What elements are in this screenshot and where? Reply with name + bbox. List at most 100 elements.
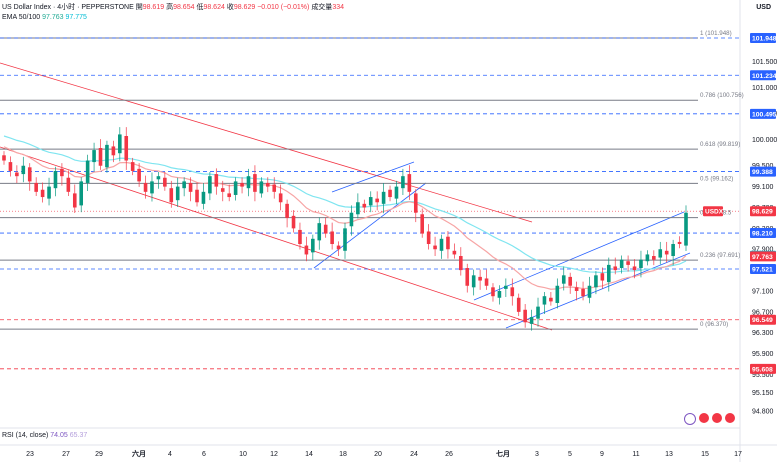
time-tick-label: 11 [632,451,639,458]
ema100-value: 97.775 [65,14,87,21]
ema-label: EMA 50/100 [2,14,41,21]
price-tick-label: 95.150 [752,390,774,397]
volume-value: 334 [332,4,344,11]
candle-body [581,288,585,297]
candle-body [465,268,470,286]
flag-us-icon[interactable] [699,413,709,423]
trend-line-lower[interactable] [0,146,553,331]
time-tick-label: 5 [568,451,572,458]
currency-label[interactable]: USD [756,4,771,11]
candle-body [549,297,553,302]
time-tick-label: 27 [62,451,70,458]
ema-legend[interactable]: EMA 50/100 97.763 97.775 [2,13,87,23]
candle-body [394,186,399,199]
candle-body [606,264,611,283]
time-tick-label: 18 [339,451,347,458]
time-tick-label: 10 [239,451,247,458]
candle-body [484,278,489,286]
fib-labels: 1 (101.948) 0.786 (100.756) 0.618 (99.819)… [700,30,744,328]
candle-body [413,193,418,213]
candle-body [265,182,270,187]
candle-body [433,245,437,250]
candle-body [156,176,161,180]
price-tick-label: 96.300 [752,330,774,337]
candle-body [478,276,482,281]
time-axis[interactable]: 23 27 29 六月 4 6 10 12 14 18 20 24 26 七月 3 5 9 11 13 15 17 [26,449,742,458]
channel-line-up-2b[interactable] [505,252,691,329]
candle-body [561,275,566,284]
candle-body [343,228,347,251]
fib-level-label: 1 (101.948) [700,30,732,37]
lightning-icon[interactable] [684,413,696,425]
price-tick-label: 100.000 [752,137,777,144]
candle-body [368,197,373,206]
candle-body [684,212,688,246]
candle-body [8,162,13,171]
candle-body [169,188,174,203]
candle-body [53,170,58,189]
candle-body [536,306,540,319]
candle-body [98,148,103,166]
fib-level-label: 0.786 (100.756) [700,92,744,99]
candle-body [574,287,579,291]
time-tick-label: 4 [168,451,172,458]
time-tick-label: 七月 [496,449,510,458]
candle-body [291,215,296,229]
candle-body [594,275,598,288]
symbol-title[interactable]: US Dollar Index · 4小时 · PEPPERSTONE [2,4,134,11]
candle-body [72,193,77,208]
price-tick-label: 96.700 [752,309,774,316]
volume-label: 成交量 [311,4,333,11]
candle-body [304,245,309,255]
candle-body [143,182,148,192]
candle-body [47,186,51,199]
high-label: 高 [166,4,174,11]
candle-body [163,177,167,187]
channel-line-up-1b[interactable] [313,182,427,269]
time-tick-label: 14 [305,451,313,458]
price-tick-label: 95.900 [752,351,774,358]
channel-line-up-1a[interactable] [331,161,415,193]
rsi-ma-value: 65.37 [69,432,88,439]
trend-line-upper[interactable] [0,62,533,223]
candle-body [60,168,64,177]
price-tag-text: 95.608 [752,366,773,373]
candle-body [150,181,154,194]
price-tag-bg [750,206,776,217]
candle-body [66,177,71,192]
candle-body [452,250,457,255]
candle-body [523,309,527,323]
candle-body [85,160,90,183]
ema50-value: 97.763 [42,14,64,21]
candle-body [246,176,251,189]
candle-body [240,182,244,187]
price-tag-text: 97.763 [752,254,773,261]
candle-body [34,182,38,192]
price-tick-label: 101.000 [752,85,777,92]
flag-us-icon[interactable] [725,413,735,423]
candle-body [201,191,206,204]
candle-body [407,174,412,192]
price-tick-label: 97.900 [752,247,774,254]
time-tick-label: 20 [374,451,382,458]
time-tick-label: 3 [535,451,539,458]
candles [2,127,688,331]
candle-body [298,229,302,245]
flag-us-icon[interactable] [712,413,722,423]
rsi-legend[interactable]: RSI (14, close) 74.05 65.37 [2,432,87,439]
price-tag-text: 101.234 [752,73,777,80]
time-tick-label: 17 [734,451,742,458]
candle-body [105,144,109,168]
candle-body [130,162,135,171]
price-tick-label: 97.100 [752,288,774,295]
time-tick-label: 29 [95,451,103,458]
candle-body [208,176,212,194]
channel-line-up-2a[interactable] [473,211,685,301]
candle-body [27,167,32,182]
candle-body [124,135,129,161]
price-tick-label: 95.500 [752,372,774,379]
price-tag-bg [750,228,776,239]
chart-header: US Dollar Index · 4小时 · PEPPERSTONE 開98.… [2,3,344,13]
candle-body [420,214,425,234]
